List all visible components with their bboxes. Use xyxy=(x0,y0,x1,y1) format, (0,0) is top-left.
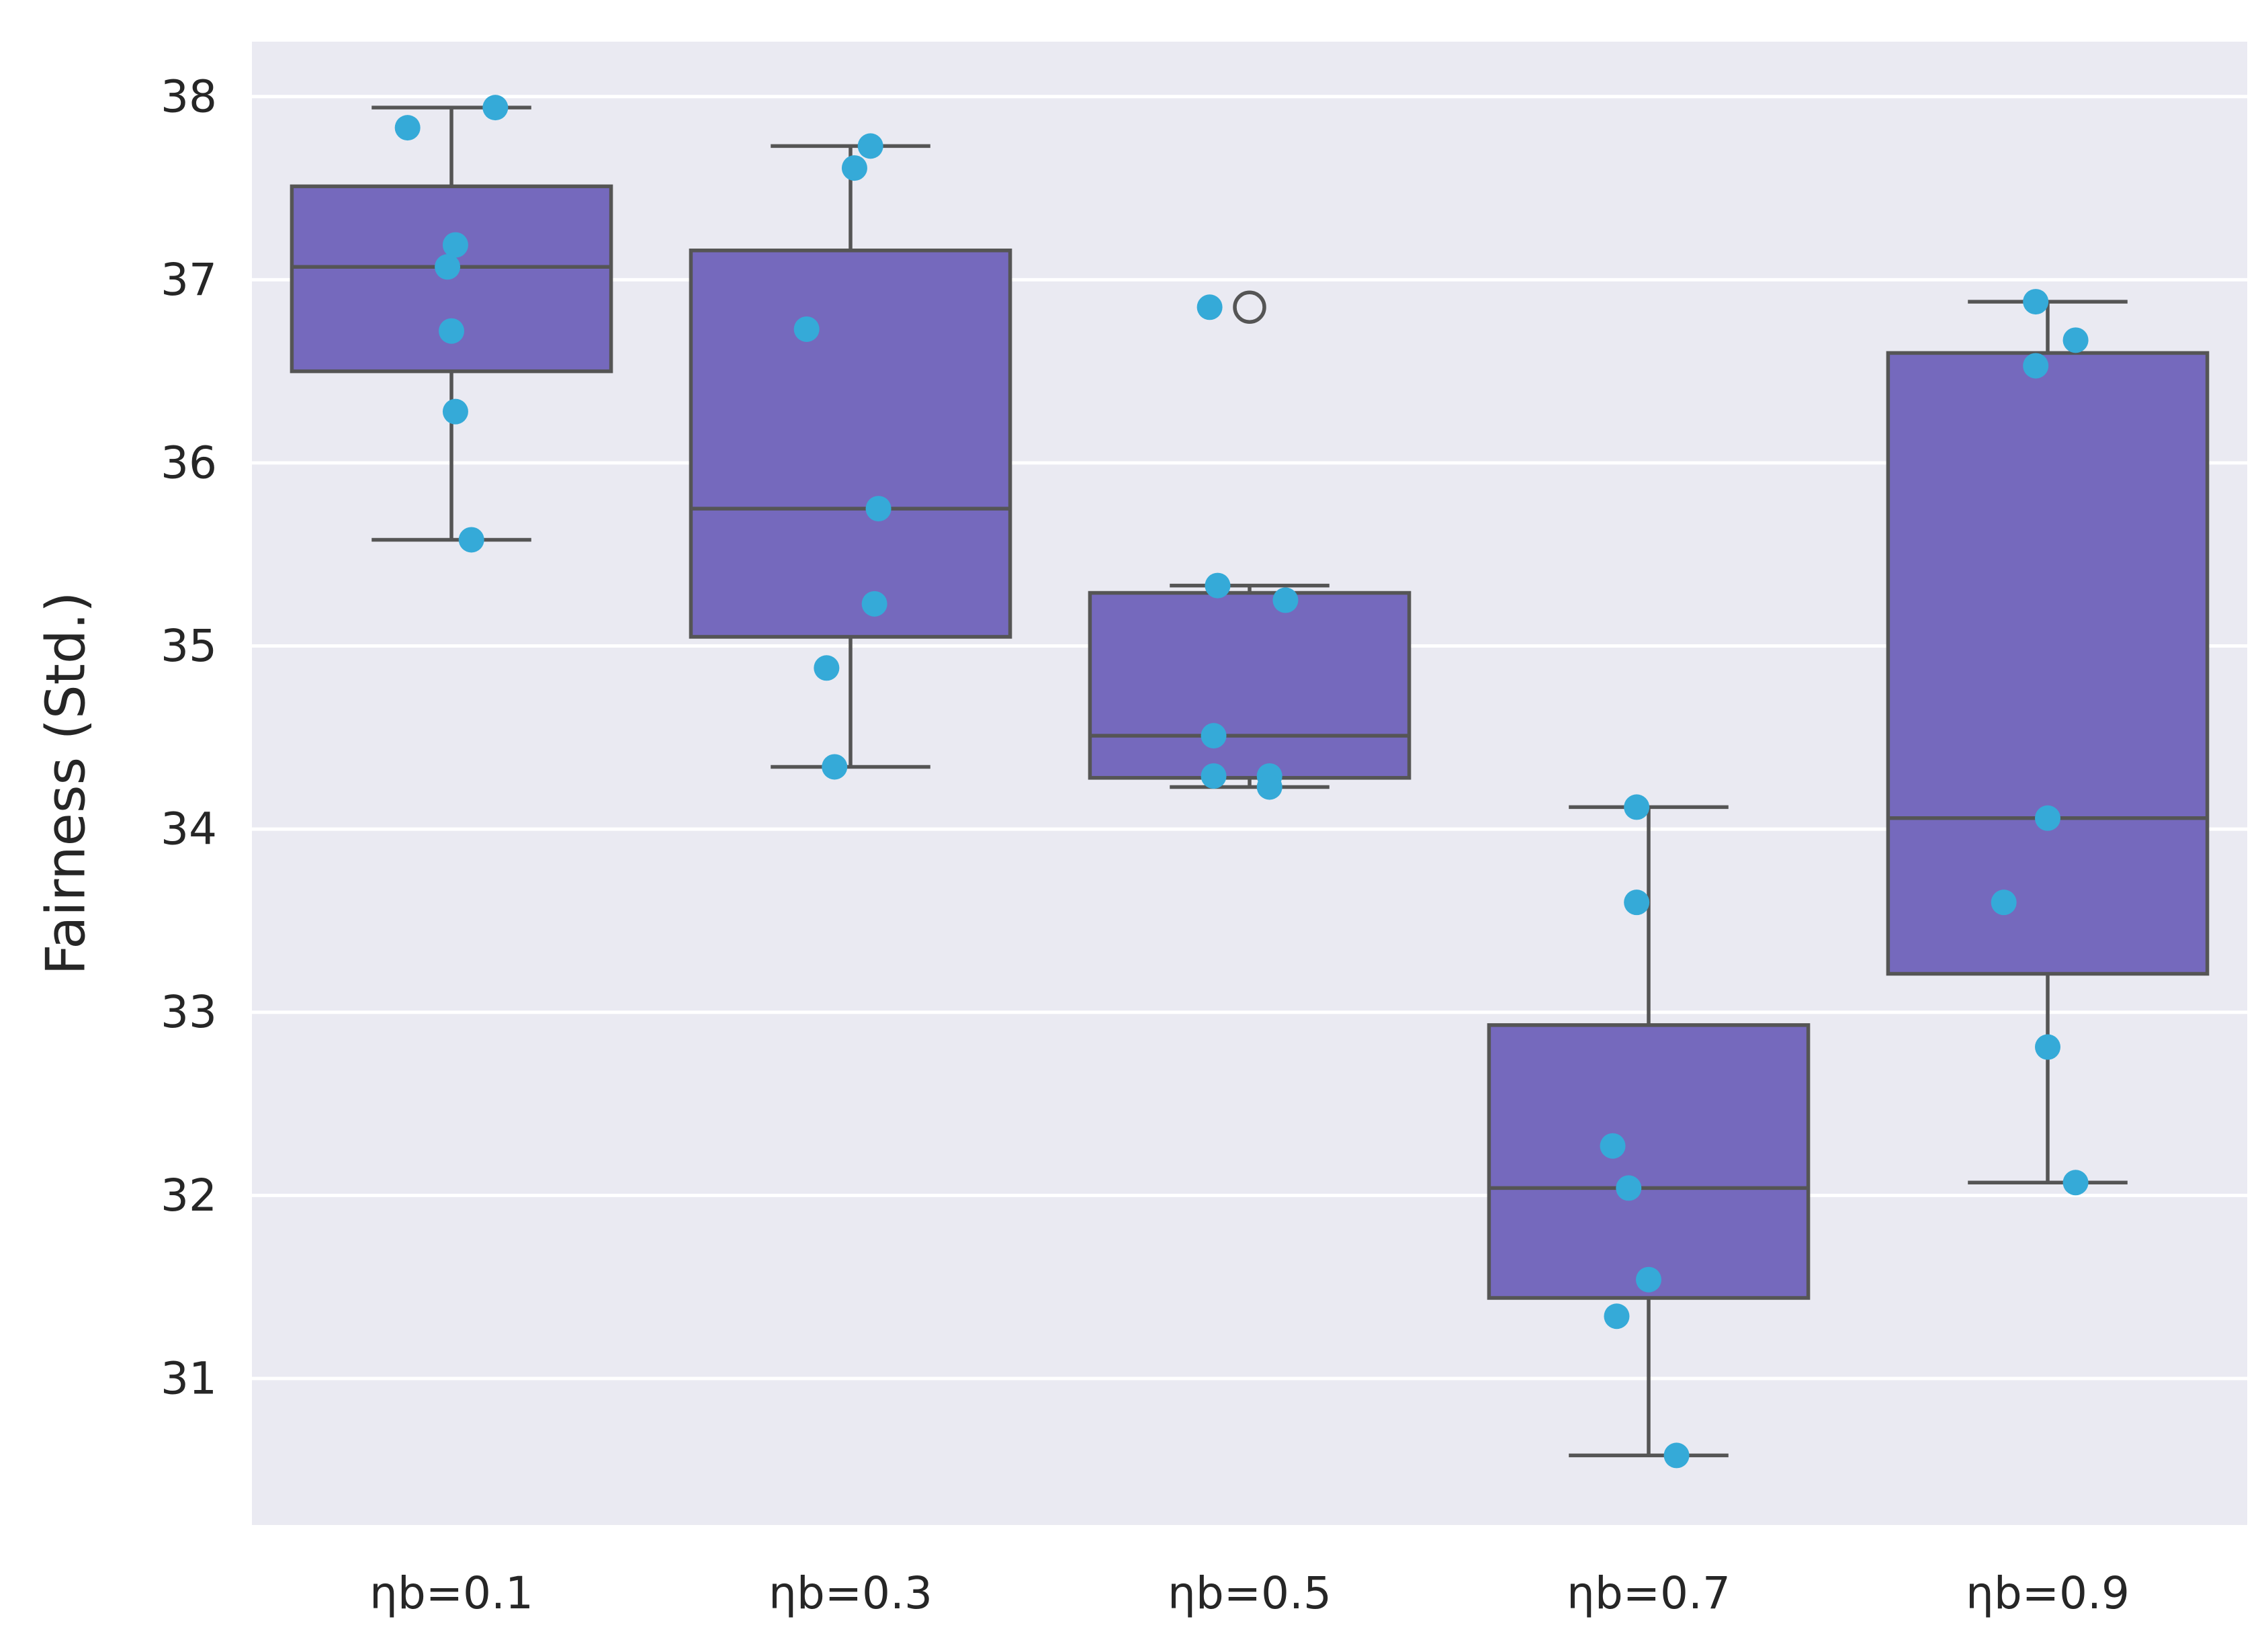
x-tick-label-2: ηb=0.3 xyxy=(769,1567,932,1619)
x-tick-label-3: ηb=0.5 xyxy=(1168,1567,1332,1619)
point-4-2 xyxy=(1624,889,1650,916)
point-3-3 xyxy=(1272,587,1299,613)
point-5-4 xyxy=(2035,805,2060,831)
x-tick-label-1: ηb=0.1 xyxy=(369,1567,533,1619)
x-tick-labels: ηb=0.1 ηb=0.3 ηb=0.5 ηb=0.7 ηb=0.9 xyxy=(369,1567,2130,1619)
point-2-2 xyxy=(841,155,867,181)
point-3-2 xyxy=(1205,572,1231,599)
point-4-3 xyxy=(1600,1133,1626,1159)
point-2-7 xyxy=(822,754,848,780)
gridlines xyxy=(252,95,2247,1381)
point-2-3 xyxy=(793,316,820,342)
point-5-7 xyxy=(2062,1170,2089,1196)
y-tick-label-33: 33 xyxy=(161,986,217,1038)
box-4 xyxy=(1487,805,1811,1458)
point-3-5 xyxy=(1201,763,1227,789)
y-tick-label-38: 38 xyxy=(161,71,217,122)
point-3-7 xyxy=(1256,774,1282,800)
y-tick-labels: 31 32 33 34 35 36 37 38 xyxy=(161,71,217,1404)
point-4-7 xyxy=(1663,1442,1690,1469)
point-4-5 xyxy=(1636,1266,1661,1293)
point-2-6 xyxy=(814,655,840,681)
box-iqr xyxy=(689,249,1012,639)
point-1-7 xyxy=(458,527,484,553)
strip-points xyxy=(394,95,2089,1469)
box-2 xyxy=(689,144,1012,769)
point-1-1 xyxy=(394,115,421,141)
point-1-6 xyxy=(442,398,468,425)
point-3-1 xyxy=(1197,294,1223,320)
box-3 xyxy=(1088,583,1411,789)
point-2-4 xyxy=(865,496,891,522)
y-tick-label-36: 36 xyxy=(161,437,217,488)
y-axis-title: Fairness (Std.) xyxy=(35,592,97,975)
point-1-2 xyxy=(482,95,509,121)
point-4-4 xyxy=(1616,1175,1642,1201)
point-2-5 xyxy=(861,591,887,617)
box-iqr xyxy=(1886,351,2210,976)
outliers xyxy=(1233,290,1266,324)
y-tick-label-34: 34 xyxy=(161,803,217,855)
point-5-1 xyxy=(2023,289,2049,315)
point-5-2 xyxy=(2062,327,2089,353)
y-tick-label-37: 37 xyxy=(161,254,217,306)
box-5 xyxy=(1886,300,2210,1185)
y-tick-label-31: 31 xyxy=(161,1352,217,1404)
point-1-3 xyxy=(442,232,468,258)
point-3-4 xyxy=(1201,723,1227,749)
y-tick-label-35: 35 xyxy=(161,620,217,672)
point-1-5 xyxy=(439,318,464,344)
x-tick-label-5: ηb=0.9 xyxy=(1966,1567,2130,1619)
y-tick-label-32: 32 xyxy=(161,1170,217,1221)
point-2-1 xyxy=(857,133,883,159)
box-iqr xyxy=(1487,1023,1811,1300)
point-1-4 xyxy=(435,254,461,280)
point-4-1 xyxy=(1624,794,1650,820)
point-5-5 xyxy=(1991,889,2017,916)
x-tick-label-4: ηb=0.7 xyxy=(1567,1567,1731,1619)
point-5-3 xyxy=(2023,353,2049,379)
box-iqr xyxy=(1088,591,1411,780)
outlier-3-1 xyxy=(1233,290,1266,324)
point-5-6 xyxy=(2035,1034,2060,1060)
point-4-6 xyxy=(1604,1303,1630,1330)
